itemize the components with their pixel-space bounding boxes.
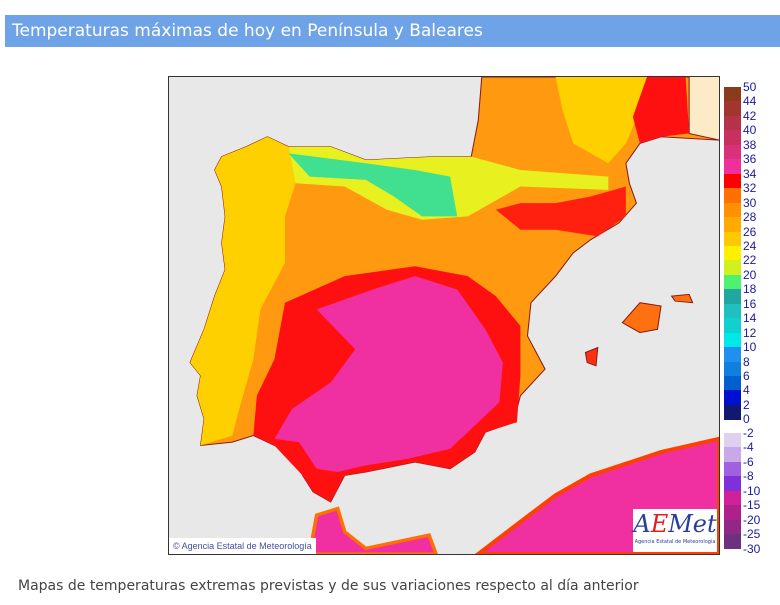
legend-positive-label: 6 — [743, 369, 750, 383]
aemet-logo-mark: AEMet — [633, 510, 717, 538]
legend-negative-color-band — [724, 476, 741, 492]
legend-positive-color-band — [724, 173, 741, 189]
legend-positive-color-band — [724, 361, 741, 377]
ibiza — [584, 346, 599, 367]
legend-negative-label: -2 — [743, 426, 754, 440]
magenta-zone — [274, 276, 503, 473]
legend-negative-label: -10 — [743, 483, 761, 498]
legend-negative-color-band — [724, 505, 741, 521]
legend-positive-label: 4 — [743, 383, 750, 398]
legend-positive-label: 10 — [743, 340, 757, 355]
legend-negative-label: -15 — [743, 498, 761, 513]
copyright-notice: © Agencia Estatal de Meteorología — [169, 538, 316, 554]
legend-positive-color-band — [724, 303, 741, 319]
legend-positive-color-band — [724, 245, 741, 261]
legend-positive-label: 22 — [743, 253, 757, 268]
legend-positive-label: 18 — [743, 282, 757, 297]
legend-negative-label: -20 — [743, 512, 761, 527]
legend-positive-color-band — [724, 101, 741, 117]
legend-positive-color-band — [724, 260, 741, 276]
legend-positive-color-band — [724, 144, 741, 160]
legend-positive-color-band — [724, 159, 741, 175]
mallorca — [621, 302, 662, 334]
legend-positive-color-band — [724, 202, 741, 218]
outside-area — [685, 77, 719, 141]
legend-negative-color-band — [724, 461, 741, 477]
legend-positive-label: 16 — [743, 296, 757, 311]
africa-west — [307, 506, 438, 554]
legend-negative-color-band — [724, 490, 741, 506]
legend-negative-label: -30 — [743, 541, 761, 556]
legend-positive-color-band — [724, 231, 741, 247]
yellow-zone-west — [190, 136, 296, 446]
legend-positive-label: 42 — [743, 108, 757, 123]
legend-positive-label: 34 — [743, 166, 757, 181]
legend-positive-color-band — [724, 376, 741, 391]
page-title: Temperaturas máximas de hoy en Península… — [5, 15, 780, 47]
map-graphic — [189, 77, 719, 554]
legend-positive-label: 0 — [743, 412, 750, 427]
red-zone-northeast — [495, 186, 626, 237]
legend-negative-label: -25 — [743, 527, 761, 542]
legend-positive-label: 50 — [743, 80, 757, 94]
legend-positive-color-band — [724, 217, 741, 232]
legend-negative-label: -8 — [743, 469, 754, 484]
legend-positive-color-band — [724, 347, 741, 363]
aemet-logo: AEMet Agencia Estatal de Meteorología — [633, 509, 717, 552]
yellow-zone-france — [555, 77, 654, 164]
legend-negative-color-band — [724, 519, 741, 535]
legend-positive-label: 8 — [743, 354, 750, 369]
legend-positive-color-band — [724, 130, 741, 146]
legend-positive-color-band — [724, 332, 741, 348]
menorca — [670, 293, 694, 304]
legend-negative-label: -4 — [743, 440, 754, 455]
red-zone-france — [632, 77, 690, 144]
caption: Mapas de temperaturas extremas previstas… — [18, 578, 639, 594]
legend-positive-color-band — [724, 390, 741, 406]
green-zone-cantabrian — [288, 153, 458, 217]
temperature-legend: 50 44 42 40 38 36 34 32 30 28 26 24 22 20 18 16 14 12 10 8 6… — [724, 81, 780, 556]
legend-positive-color-band — [724, 274, 741, 290]
legend-negative-color-band — [724, 447, 741, 463]
legend-positive-color-band — [724, 188, 741, 204]
aemet-logo-subtitle: Agencia Estatal de Meteorología — [634, 539, 716, 545]
legend-positive-label: 38 — [743, 137, 757, 152]
legend-positive-color-band — [724, 289, 741, 305]
legend-positive-label: 36 — [743, 152, 757, 167]
legend-positive-label: 20 — [743, 267, 757, 282]
legend-positive-label: 24 — [743, 238, 757, 253]
legend-positive-label: 28 — [743, 210, 757, 225]
legend-positive-color-band — [724, 87, 741, 102]
legend-positive-label: 2 — [743, 397, 750, 412]
legend-positive-label: 32 — [743, 181, 757, 196]
legend-positive-color-band — [724, 115, 741, 131]
legend-positive-label: 26 — [743, 224, 757, 239]
temperature-map: © Agencia Estatal de Meteorología AEMet … — [168, 76, 720, 555]
legend-negative-color-band — [724, 534, 741, 550]
legend-positive-label: 44 — [743, 94, 757, 109]
legend-positive-color-band — [724, 404, 741, 420]
legend-positive-label: 40 — [743, 123, 757, 138]
legend-positive-label: 12 — [743, 325, 757, 340]
legend-positive-label: 30 — [743, 195, 757, 210]
legend-positive-color-band — [724, 318, 741, 334]
legend-negative-color-band — [724, 433, 741, 448]
legend-negative-label: -6 — [743, 454, 754, 469]
legend-positive-label: 14 — [743, 311, 757, 326]
